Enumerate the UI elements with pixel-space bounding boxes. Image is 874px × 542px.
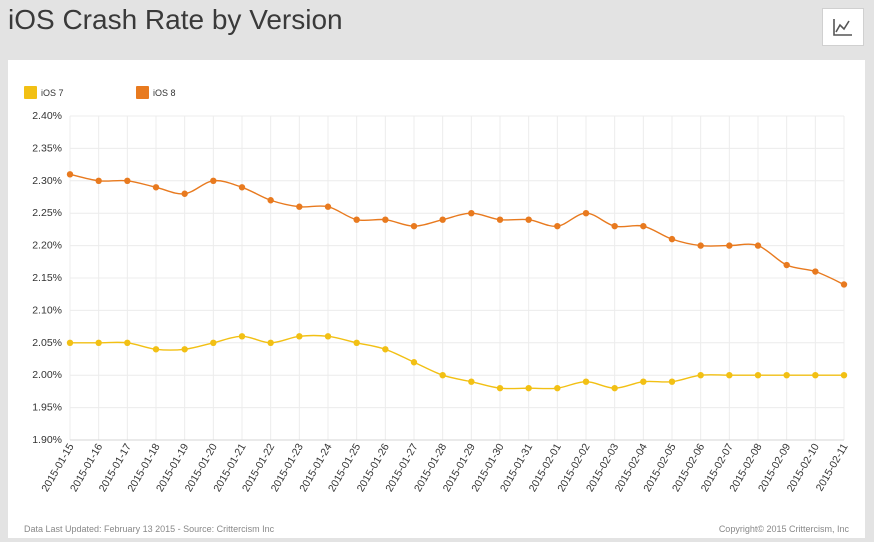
chart-type-button[interactable] [822, 8, 864, 46]
data-point-ios7 [382, 346, 389, 353]
copyright-note: Copyright© 2015 Crittercism, Inc [718, 524, 849, 534]
y-tick-label: 2.05% [32, 337, 62, 349]
y-tick-label: 2.30% [32, 175, 62, 187]
data-point-ios8 [726, 242, 733, 249]
data-point-ios8 [611, 222, 618, 230]
data-point-ios8 [668, 235, 676, 243]
y-tick-label: 1.95% [32, 402, 62, 414]
data-point-ios7 [726, 372, 733, 379]
data-point-ios8 [840, 281, 848, 288]
data-source-note: Data Last Updated: February 13 2015 - So… [24, 524, 275, 534]
data-point-ios8 [95, 177, 102, 184]
data-point-ios8 [496, 216, 504, 223]
data-point-ios8 [324, 203, 332, 210]
data-point-ios7 [181, 346, 188, 353]
data-point-ios7 [754, 372, 762, 379]
data-point-ios7 [525, 384, 532, 392]
data-point-ios7 [812, 372, 819, 379]
y-tick-label: 2.15% [32, 272, 62, 284]
data-point-ios8 [410, 222, 418, 230]
data-point-ios8 [525, 216, 532, 223]
data-point-ios7 [124, 339, 131, 346]
chart-card: iOS 7 iOS 8 1.90% 1.95% 2.00% 2.05% 2.10% 2.1… [8, 60, 865, 538]
data-point-ios7 [697, 372, 704, 379]
data-point-ios7 [582, 378, 590, 385]
data-point-ios7 [324, 333, 332, 340]
data-point-ios8 [783, 261, 790, 269]
legend-item-ios8[interactable]: iOS 8 [136, 86, 176, 99]
data-point-ios8 [181, 190, 188, 197]
data-point-ios7 [210, 339, 217, 346]
data-point-ios7 [496, 384, 504, 392]
data-point-ios8 [353, 216, 360, 223]
y-tick-label: 2.20% [32, 240, 62, 252]
data-point-ios8 [382, 216, 389, 223]
data-point-ios8 [124, 177, 131, 184]
data-point-ios8 [582, 210, 590, 217]
data-point-ios7 [640, 378, 647, 385]
data-point-ios8 [697, 242, 704, 249]
y-tick-label: 2.25% [32, 207, 62, 219]
legend-swatch-ios7 [24, 86, 37, 99]
line-chart-icon [833, 19, 852, 36]
page-title: iOS Crash Rate by Version [8, 4, 343, 35]
data-point-ios7 [296, 333, 303, 340]
data-point-ios7 [66, 339, 74, 346]
data-point-ios8 [812, 268, 819, 275]
data-point-ios8 [210, 177, 217, 184]
y-tick-label: 2.00% [32, 369, 62, 381]
data-point-ios7 [611, 384, 618, 392]
data-point-ios8 [754, 242, 762, 249]
legend-label-ios8: iOS 8 [153, 87, 176, 98]
y-tick-label: 2.40% [32, 110, 62, 122]
data-point-ios7 [668, 378, 676, 385]
data-point-ios8 [296, 203, 303, 210]
data-point-ios7 [410, 359, 418, 366]
data-point-ios8 [152, 184, 160, 191]
series-line-ios7 [69, 334, 844, 390]
data-point-ios7 [439, 372, 446, 379]
data-point-ios7 [554, 384, 561, 392]
data-point-ios8 [640, 222, 647, 230]
data-point-ios8 [238, 184, 246, 191]
data-point-ios7 [840, 372, 848, 379]
data-point-ios7 [238, 333, 246, 340]
data-point-ios7 [468, 378, 475, 385]
data-point-ios7 [783, 372, 790, 379]
legend-label-ios7: iOS 7 [41, 87, 64, 98]
series-line-ios8 [69, 173, 845, 286]
y-tick-label: 2.35% [32, 142, 62, 154]
y-tick-label: 2.10% [32, 304, 62, 316]
data-point-ios8 [66, 171, 74, 178]
data-point-ios8 [554, 222, 561, 230]
data-point-ios8 [439, 216, 446, 223]
legend-swatch-ios8 [136, 86, 149, 99]
data-point-ios8 [468, 210, 475, 217]
data-point-ios7 [353, 339, 360, 346]
legend-item-ios7[interactable]: iOS 7 [24, 86, 64, 99]
y-tick-label: 1.90% [32, 434, 62, 446]
data-point-ios7 [95, 339, 102, 346]
data-point-ios7 [152, 346, 160, 353]
data-point-ios8 [267, 197, 274, 204]
line-chart: 1.90% 1.95% 2.00% 2.05% 2.10% 2.15% 2.20% 2.25%… [32, 110, 850, 494]
data-point-ios7 [267, 339, 274, 346]
